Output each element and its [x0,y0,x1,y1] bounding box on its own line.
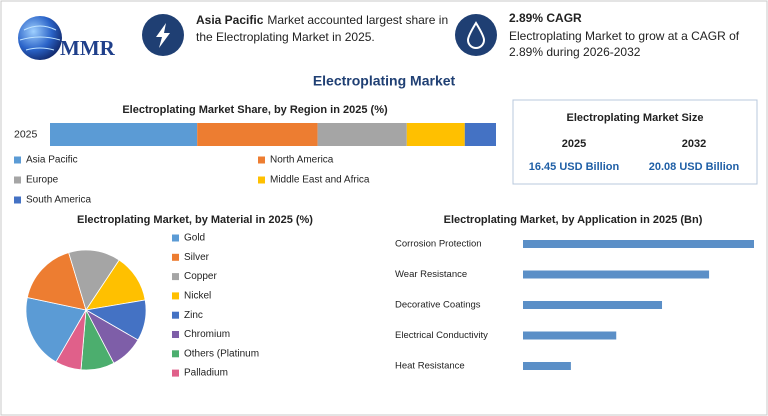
callout-line: Electroplating Market to grow at a CAGR … [509,29,740,43]
market-size-title: Electroplating Market Size [567,112,704,124]
market-size-year: 2032 [682,138,706,150]
pie-slice [68,249,120,311]
bar-segment [406,123,465,146]
bar [523,240,754,248]
legend-label: Middle East and Africa [270,175,370,186]
legend-swatch [172,311,179,319]
legend-label: Asia Pacific [26,155,78,166]
bar [523,362,571,370]
logo-lines [19,25,61,51]
legend-swatch [14,176,21,184]
legend-label: Chromium [184,329,230,340]
legend-swatch [172,273,179,281]
callout-line: the Electroplating Market in 2025. [196,30,375,44]
market-size-value: 20.08 USD Billion [649,161,740,173]
legend-swatch [172,350,179,358]
legend-label: Europe [26,175,59,186]
pie-slice [25,297,87,363]
logo-globe [18,16,62,60]
legend-swatch [14,156,21,164]
category-label: Heat Resistance [395,361,465,372]
lightning-icon [156,23,170,48]
legend-swatch [258,176,265,184]
legend-label: Nickel [184,291,211,302]
chart-title: Electroplating Market, by Material in 20… [77,214,313,226]
callout-line: 2.89% during 2026-2032 [509,45,641,59]
market-size-box [512,99,758,185]
logo-text: MMR [60,36,116,60]
chart-title: Electroplating Market, by Application in… [444,214,703,226]
category-label: Electrical Conductivity [395,330,488,341]
legend-swatch [172,292,179,300]
legend-label: Silver [184,252,210,263]
legend-swatch [172,253,179,261]
bar-segment [317,123,407,146]
bar-segment [464,123,496,146]
legend-swatch [172,331,179,338]
legend-swatch [258,156,265,164]
legend-label: Zinc [184,310,203,321]
legend-label: Copper [184,271,217,282]
category-label: Wear Resistance [395,269,467,280]
y-tick-label: 2025 [14,128,38,140]
bar [523,270,710,279]
callout-line: Market accounted largest share in [267,13,448,27]
callout-icon [455,14,497,56]
legend-swatch [14,196,21,204]
bar-segment [50,123,198,146]
callout-highlight: 2.89% CAGR [509,11,582,25]
bar [523,301,663,309]
category-label: Decorative Coatings [395,300,481,311]
callout-highlight: Asia Pacific [196,13,264,27]
category-label: Corrosion Protection [395,239,482,250]
legend-swatch [172,369,179,377]
bar-segment [197,123,318,146]
legend-label: Gold [184,233,205,244]
market-size-value: 16.45 USD Billion [529,161,620,173]
legend-label: Palladium [184,368,228,379]
legend-label: North America [270,155,334,166]
main-title: Electroplating Market [313,73,456,89]
drop-icon [466,21,486,49]
legend-label: South America [26,195,91,206]
chart-title: Electroplating Market Share, by Region i… [122,104,388,116]
callout-text: Asia Pacific Market accounted largest sha… [196,13,448,27]
pie-slice [55,309,87,371]
market-size-year: 2025 [562,138,586,150]
pie-slice [26,252,87,311]
bar [523,331,617,340]
legend-label: Others (Platinum [184,348,259,359]
legend-swatch [172,234,179,242]
